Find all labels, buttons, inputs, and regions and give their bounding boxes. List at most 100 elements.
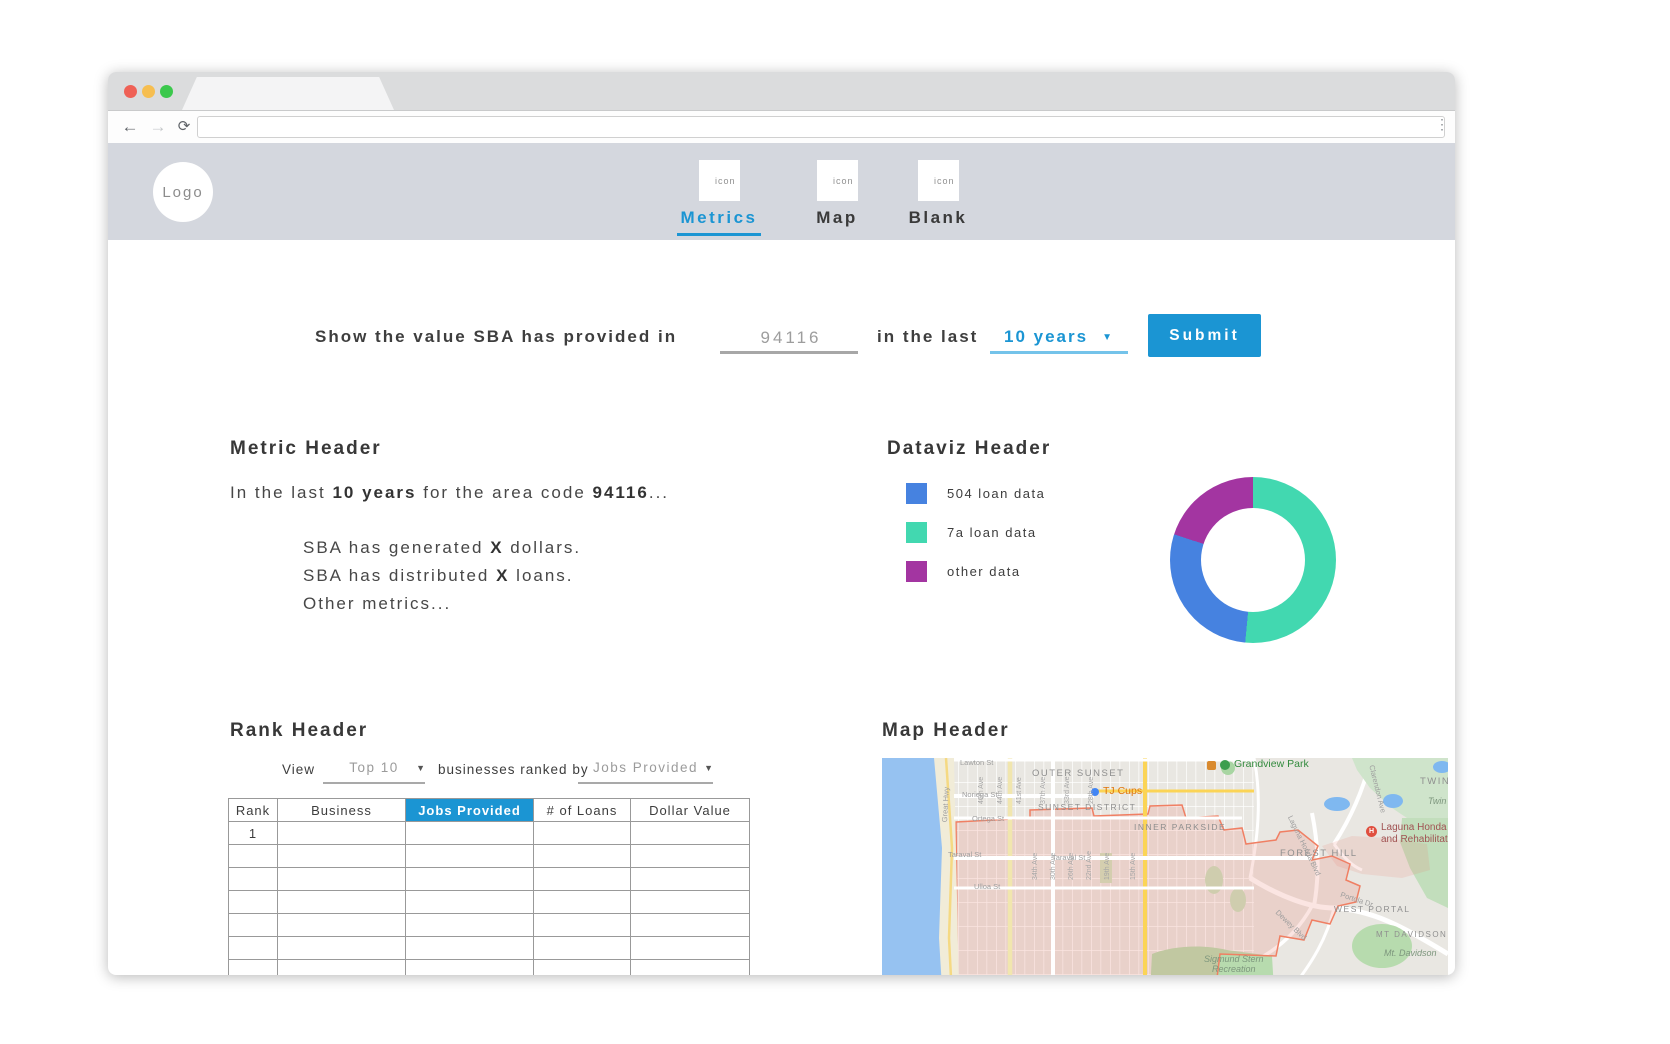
hospital-icon: H xyxy=(1366,826,1377,837)
table-row xyxy=(228,844,750,868)
map-label-avenue: 44th Ave xyxy=(997,776,1004,804)
map-header: Map Header xyxy=(882,720,1010,741)
metric-line1-post: dollars. xyxy=(503,538,582,557)
browser-menu-icon[interactable]: ⋮ xyxy=(1435,116,1449,132)
active-tab-underline xyxy=(677,232,761,236)
search-prompt-middle: in the last xyxy=(877,327,979,346)
map-label-laguna-2: and Rehabilitation C xyxy=(1381,834,1448,845)
forward-icon[interactable]: → xyxy=(149,117,167,136)
close-window-button[interactable] xyxy=(124,85,137,98)
dataviz-header: Dataviz Header xyxy=(887,438,1052,459)
submit-button[interactable]: Submit xyxy=(1148,314,1261,357)
map-label-ortega: Ortega St xyxy=(972,814,1005,823)
table-header-row: Rank Business Jobs Provided # of Loans D… xyxy=(228,798,750,822)
legend-label-other: other data xyxy=(947,564,1021,579)
metric-header: Metric Header xyxy=(230,438,382,459)
logo: Logo xyxy=(153,162,213,222)
view-label: View xyxy=(282,762,316,777)
map-icon-poi-orange xyxy=(1207,761,1216,770)
browser-toolbar: ← → ⟳ ⋮ xyxy=(108,111,1455,143)
tab-metrics[interactable]: icon Metrics xyxy=(677,160,761,236)
map-label-avenue: 41st Ave xyxy=(1016,777,1023,804)
metric-line1-pre: SBA has generated xyxy=(303,538,491,557)
col-business: Business xyxy=(277,798,406,822)
metrics-icon: icon xyxy=(698,160,740,201)
metric-line-loans: SBA has distributed X loans. xyxy=(303,566,574,586)
map-label-outer-sunset: OUTER SUNSET xyxy=(1032,768,1125,779)
maximize-window-button[interactable] xyxy=(160,85,173,98)
back-icon[interactable]: ← xyxy=(121,117,139,136)
metric-intro: In the last 10 years for the area code 9… xyxy=(230,483,669,503)
col-rank: Rank xyxy=(228,798,278,822)
map-label-grandview-park[interactable]: Grandview Park xyxy=(1234,758,1309,770)
map-canvas[interactable]: Lawton St Great Hwy OUTER SUNSET Noriega… xyxy=(882,758,1448,975)
view-count-value: Top 10 xyxy=(349,760,399,775)
map-pin-tj-cups[interactable] xyxy=(1091,788,1099,796)
map-label-avenue: 46th Ave xyxy=(978,776,985,804)
ranked-by-underline xyxy=(578,782,713,784)
metric-intro-years: 10 years xyxy=(332,483,417,502)
view-count-dropdown[interactable]: Top 10 ▼ xyxy=(323,760,425,778)
minimize-window-button[interactable] xyxy=(142,85,155,98)
ranked-by-label: businesses ranked by xyxy=(438,762,589,777)
map-label-tj-cups[interactable]: TJ Cups xyxy=(1103,785,1143,797)
metric-line1-x: X xyxy=(490,538,504,557)
tab-map-label: Map xyxy=(816,208,858,227)
ranked-by-dropdown[interactable]: Jobs Provided ▼ xyxy=(578,760,713,778)
map-label-avenue: 33rd Ave xyxy=(1064,776,1071,804)
donut-chart xyxy=(1170,477,1336,643)
table-row xyxy=(228,867,750,891)
map-label-ulloa: Ulloa St xyxy=(974,882,1001,891)
map-label-sunset-district: SUNSET DISTRICT xyxy=(1038,802,1137,812)
map-label-mt-davidson-italic: Mt. Davidson xyxy=(1384,948,1437,958)
map-label-stern-2: Recreation xyxy=(1212,964,1256,974)
legend-label-504: 504 loan data xyxy=(947,486,1046,501)
tab-metrics-label: Metrics xyxy=(680,208,758,227)
table-row xyxy=(228,890,750,914)
duration-dropdown[interactable]: 10 years ▼ xyxy=(990,327,1128,347)
map-label-avenue: 22nd Ave xyxy=(1086,850,1093,880)
app-header xyxy=(108,143,1455,240)
map-label-inner-parkside: INNER PARKSIDE xyxy=(1134,822,1227,832)
map-icon: icon xyxy=(816,160,858,201)
table-row xyxy=(228,936,750,960)
chevron-down-icon: ▼ xyxy=(704,763,713,773)
duration-value: 10 years xyxy=(1004,327,1089,346)
zipcode-input[interactable] xyxy=(720,324,862,352)
chevron-down-icon: ▼ xyxy=(416,763,425,773)
rank-cell: 1 xyxy=(228,821,278,845)
browser-tab[interactable] xyxy=(182,77,394,110)
tab-blank[interactable]: icon Blank xyxy=(906,160,970,236)
metric-line2-x: X xyxy=(496,566,510,585)
col-dollar-value: Dollar Value xyxy=(630,798,750,822)
table-row xyxy=(228,913,750,937)
tab-map[interactable]: icon Map xyxy=(810,160,864,236)
ranked-by-value: Jobs Provided xyxy=(592,760,699,775)
metric-line2-pre: SBA has distributed xyxy=(303,566,497,585)
map-label-avenue: 28th Ave xyxy=(1088,776,1095,804)
col-jobs-provided: Jobs Provided xyxy=(405,798,534,822)
map-label-lawton: Lawton St xyxy=(960,758,994,767)
legend-item-504: 504 loan data xyxy=(906,483,1045,504)
legend-swatch-other xyxy=(906,561,927,582)
map-label-stern-1: Sigmund Stern xyxy=(1204,954,1264,964)
map-icon-park xyxy=(1220,760,1230,770)
browser-tabstrip xyxy=(108,72,1455,111)
map-label-avenue: 34th Ave xyxy=(1032,852,1039,880)
rank-table: Rank Business Jobs Provided # of Loans D… xyxy=(228,798,750,975)
metric-intro-post: ... xyxy=(648,483,670,502)
metric-line2-post: loans. xyxy=(509,566,574,585)
map-label-great-hwy: Great Hwy xyxy=(940,786,951,823)
legend-label-7a: 7a loan data xyxy=(947,525,1037,540)
map-label-west-portal: WEST PORTAL xyxy=(1334,904,1411,914)
map-label-mt-davidson: MT DAVIDSON xyxy=(1376,930,1448,939)
table-row xyxy=(228,959,750,975)
reload-icon[interactable]: ⟳ xyxy=(177,118,191,135)
metric-intro-zip: 94116 xyxy=(592,483,649,502)
col-num-loans: # of Loans xyxy=(533,798,631,822)
map-label-laguna-1: Laguna Honda Hosp xyxy=(1381,822,1448,833)
address-bar[interactable] xyxy=(197,116,1445,138)
zipcode-underline xyxy=(720,351,858,354)
metric-line-other: Other metrics... xyxy=(303,594,452,613)
metric-intro-pre: In the last xyxy=(230,483,333,502)
